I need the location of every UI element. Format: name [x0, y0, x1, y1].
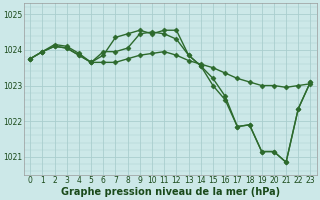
- X-axis label: Graphe pression niveau de la mer (hPa): Graphe pression niveau de la mer (hPa): [61, 187, 280, 197]
